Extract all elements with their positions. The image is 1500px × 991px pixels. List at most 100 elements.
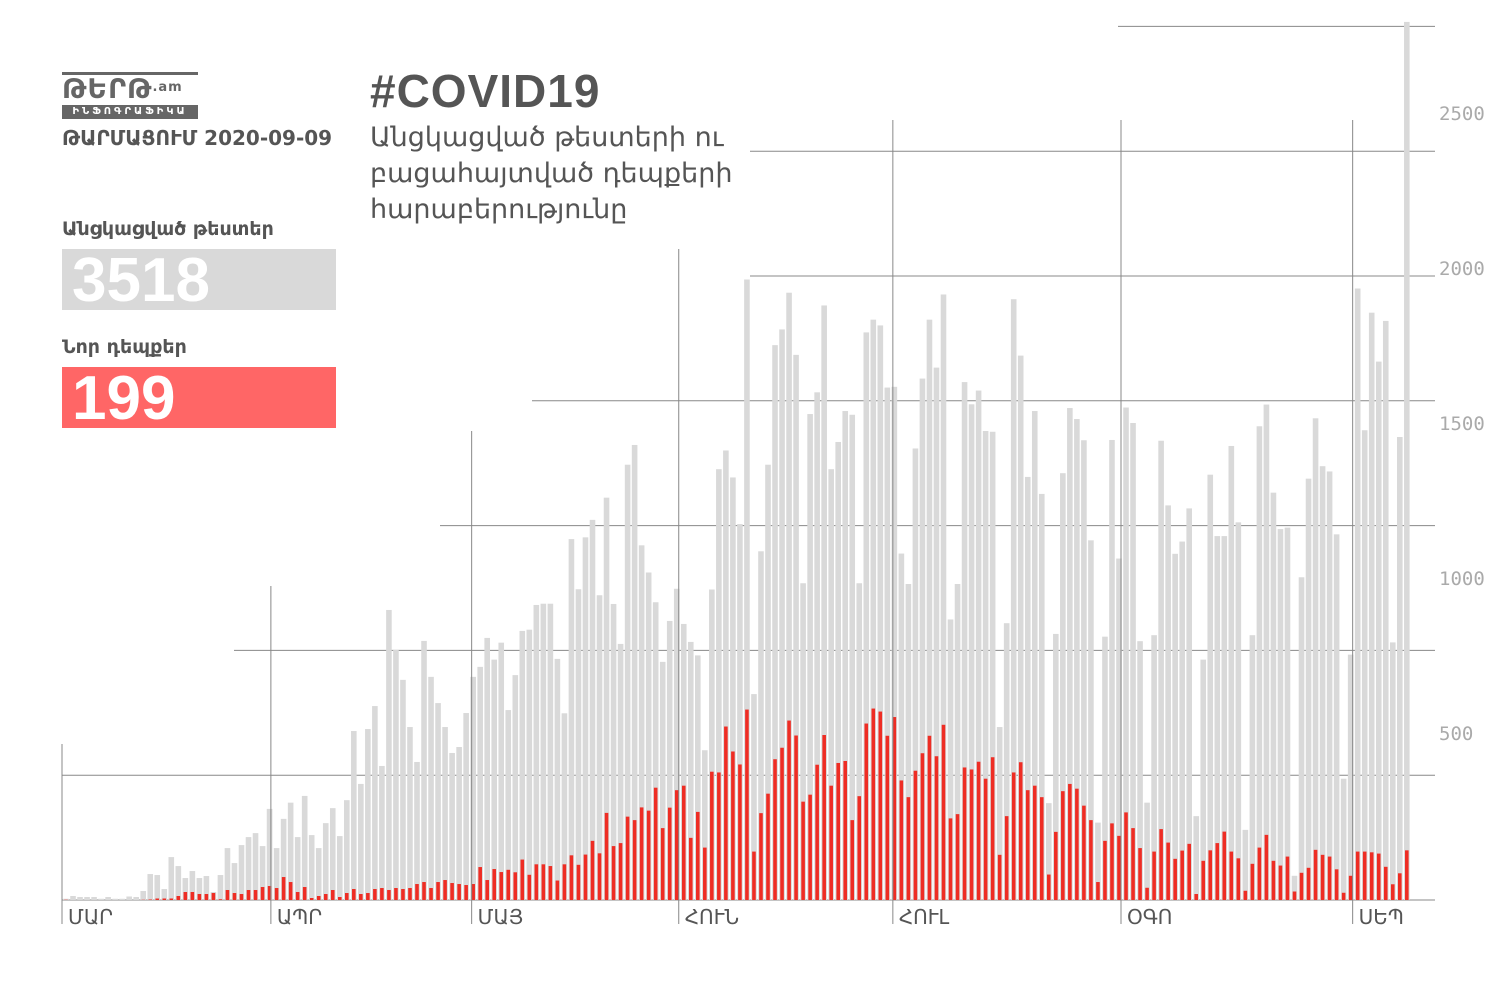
tests-bar	[372, 706, 378, 900]
cases-bar	[1047, 874, 1051, 900]
cases-bar	[267, 886, 272, 900]
cases-bar	[197, 894, 202, 900]
tests-bar	[863, 332, 870, 900]
month-label: ՀՈՒԼ	[899, 905, 950, 929]
cases-bar	[899, 780, 904, 900]
tests-bar	[351, 731, 357, 900]
cases-label: Նոր դեպքեր	[62, 336, 187, 358]
tests-bar	[617, 643, 624, 900]
cases-bar	[1334, 869, 1339, 900]
cases-bar	[822, 735, 826, 900]
cases-bar	[387, 890, 391, 900]
cases-bar	[471, 884, 475, 900]
cases-bar	[1187, 843, 1191, 900]
logo-subtitle: ԻՆՖՈԳՐԱՖԻԿԱ	[62, 105, 198, 119]
tests-bar	[1123, 407, 1129, 900]
tests-bar	[709, 589, 715, 900]
month-label: ՕԳՈ	[1127, 905, 1172, 929]
tests-bar	[393, 649, 399, 900]
cases-bar	[955, 814, 960, 900]
tests-bar	[716, 469, 722, 900]
tests-bar	[91, 897, 97, 900]
tests-bar	[329, 808, 336, 900]
tests-bar	[1067, 408, 1073, 900]
cases-bar	[415, 884, 419, 900]
cases-bar	[1194, 894, 1199, 900]
cases-bar	[1264, 834, 1269, 900]
tests-bar	[1312, 418, 1319, 900]
tests-bar	[1354, 288, 1361, 901]
tests-bar	[428, 676, 434, 900]
cases-bar	[871, 708, 876, 900]
tests-bar	[1235, 522, 1242, 900]
tests-bar	[301, 795, 308, 900]
tests-bar	[1165, 505, 1171, 900]
cases-bar	[934, 756, 939, 900]
cases-bar	[1018, 762, 1023, 900]
tests-bar	[273, 848, 280, 900]
cases-bar	[513, 872, 518, 900]
cases-bar	[1152, 851, 1156, 900]
cases-bar	[366, 893, 370, 900]
cases-bar	[352, 889, 356, 900]
cases-bar	[1250, 863, 1255, 900]
tests-bar	[533, 604, 540, 900]
tests-bar	[870, 319, 877, 900]
cases-bar	[1096, 882, 1100, 900]
tests-bar	[800, 583, 806, 900]
logo-word: ԹԵՐԹ	[62, 74, 153, 105]
cases-bar	[794, 735, 798, 900]
cases-bar	[1313, 849, 1318, 900]
cases-bar	[850, 820, 855, 900]
tests-bar	[421, 640, 427, 900]
tests-bar	[1151, 635, 1157, 900]
cases-bar	[176, 896, 181, 900]
cases-bar	[604, 812, 609, 900]
cases-bar	[1110, 823, 1114, 900]
tests-bar	[1031, 411, 1038, 900]
cases-bar	[162, 898, 167, 900]
cases-bar	[422, 882, 426, 900]
tests-bar	[673, 588, 680, 900]
y-tick-label: 1000	[1439, 568, 1485, 590]
tests-bar	[1088, 540, 1094, 900]
tests-bar	[610, 603, 617, 900]
cases-bar	[843, 760, 848, 900]
cases-bar	[801, 801, 805, 900]
cases-bar	[1405, 850, 1409, 900]
tests-bar	[821, 305, 827, 901]
cases-bar	[1383, 866, 1388, 900]
tests-bar	[308, 835, 315, 900]
cases-bar	[492, 869, 497, 900]
tests-bar	[1095, 822, 1101, 900]
cases-bar	[892, 717, 897, 900]
tests-bar	[182, 878, 189, 900]
tests-bar	[652, 602, 659, 900]
cases-bar	[337, 897, 342, 900]
tests-bar	[1158, 440, 1164, 900]
tests-bar	[1284, 527, 1291, 900]
cases-bar	[373, 889, 377, 900]
tests-bar	[1207, 474, 1214, 900]
tests-bar	[287, 802, 294, 900]
cases-bar	[583, 854, 588, 900]
cases-bar	[1011, 772, 1016, 900]
tests-bar	[842, 411, 849, 900]
cases-bar	[941, 724, 946, 900]
month-label: ՍԵՊ	[1359, 905, 1404, 929]
cases-bar	[274, 888, 279, 900]
tests-bar	[1305, 478, 1312, 900]
tests-bar	[1060, 473, 1066, 900]
tests-bar	[224, 848, 231, 900]
tests-bar	[519, 630, 526, 900]
tests-bar	[695, 655, 701, 900]
tests-bar	[63, 898, 69, 900]
tests-bar	[414, 761, 420, 900]
cases-bar	[450, 883, 454, 900]
cases-bar	[576, 864, 581, 900]
cases-bar	[646, 810, 651, 900]
cases-bar	[1299, 872, 1304, 900]
cases-bar	[394, 888, 398, 900]
tests-bar	[933, 367, 940, 900]
cases-bar	[660, 828, 665, 900]
